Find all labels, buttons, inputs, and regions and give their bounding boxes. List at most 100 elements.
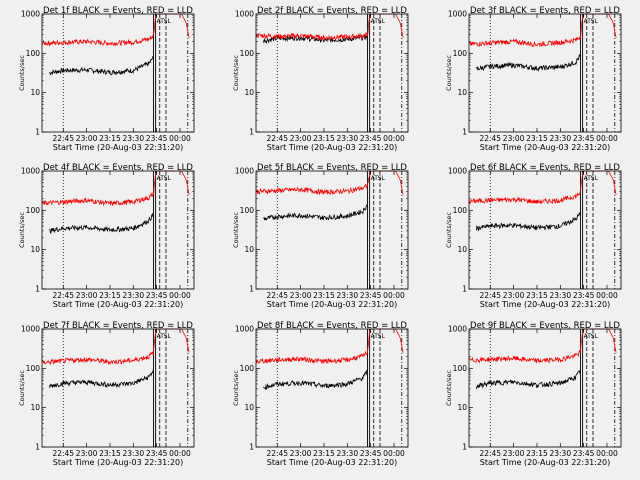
y-tick-label: 10 [457,88,467,97]
x-tick-label: 00:00 [383,134,405,143]
x-tick-label: 23:30 [336,291,358,300]
x-tick-label: 00:00 [169,134,191,143]
x-axis-label: Start Time (20-Aug-03 22:31:20) [480,300,611,309]
y-tick-label: 100 [453,364,468,373]
marker-flag: AT [584,18,592,25]
panel-title: Det 9f BLACK = Events, RED = LLD [470,321,620,331]
marker-flag: SL [378,333,386,340]
y-tick-label: 1 [35,443,40,452]
y-tick-label: 100 [26,206,41,215]
events-series-line [263,204,368,221]
marker-flag: SL [591,175,599,182]
marker-flag: SL [591,18,599,25]
x-tick-label: 22:45 [52,291,74,300]
y-axis-label: Counts/sec [18,370,26,406]
marker-flag: AT [157,175,165,182]
x-tick-label: 22:45 [52,134,74,143]
panel-title: Det 6f BLACK = Events, RED = LLD [470,163,620,173]
y-tick-label: 100 [453,206,468,215]
panel-title: Det 4f BLACK = Events, RED = LLD [43,163,193,173]
x-tick-label: 22:45 [479,449,501,458]
y-tick-label: 1 [249,443,254,452]
y-tick-label: 10 [457,403,467,412]
x-axis-label: Start Time (20-Aug-03 22:31:20) [53,300,184,309]
marker-flag: SL [591,333,599,340]
y-axis-label: Counts/sec [445,370,453,406]
y-axis-label: Counts/sec [445,212,453,248]
x-tick-label: 23:00 [290,291,312,300]
x-tick-label: 23:15 [526,134,548,143]
y-tick-label: 10 [244,245,254,254]
x-tick-label: 23:45 [146,291,168,300]
y-axis-label: Counts/sec [232,55,240,91]
x-axis-label: Start Time (20-Aug-03 22:31:20) [267,458,398,467]
plot-frame [255,328,409,448]
x-tick-label: 23:30 [336,134,358,143]
x-tick-label: 00:00 [596,134,618,143]
y-axis-label: Counts/sec [232,370,240,406]
marker-flag: SL [164,18,172,25]
y-tick-label: 1000 [448,10,467,19]
x-axis-label: Start Time (20-Aug-03 22:31:20) [53,458,184,467]
y-tick-label: 100 [26,49,41,58]
x-tick-label: 22:45 [266,449,288,458]
x-tick-label: 23:45 [360,134,382,143]
x-tick-label: 23:45 [146,449,168,458]
detector-panel-7: Det 7f BLACK = Events, RED = LLD AT SL 1 10 1… [18,321,195,467]
marker-flag: SL [164,175,172,182]
plot-frame [41,13,195,133]
x-tick-label: 23:30 [336,449,358,458]
marker-flag: AT [371,18,379,25]
detector-panel-8: Det 8f BLACK = Events, RED = LLD AT SL 1 10 1… [232,321,409,467]
panel-title: Det 3f BLACK = Events, RED = LLD [470,6,620,16]
y-tick-label: 10 [244,403,254,412]
x-tick-label: 23:30 [122,449,144,458]
x-tick-label: 23:00 [76,134,98,143]
x-tick-label: 23:00 [76,449,98,458]
plot-frame [468,328,622,448]
x-tick-label: 23:30 [549,291,571,300]
y-tick-label: 1 [462,443,467,452]
x-tick-label: 23:45 [360,449,382,458]
y-tick-label: 1 [249,128,254,137]
y-tick-label: 1000 [448,167,467,176]
x-tick-label: 23:45 [573,134,595,143]
x-tick-label: 23:15 [99,291,121,300]
panel-title: Det 2f BLACK = Events, RED = LLD [257,6,407,16]
panel-title: Det 1f BLACK = Events, RED = LLD [43,6,193,16]
plot-frame [468,13,622,133]
events-series-line [476,54,581,72]
y-axis-label: Counts/sec [18,55,26,91]
marker-flag: AT [584,333,592,340]
x-tick-label: 23:15 [99,134,121,143]
x-tick-label: 23:30 [549,449,571,458]
y-tick-label: 10 [30,88,40,97]
y-tick-label: 100 [26,364,41,373]
x-tick-label: 23:15 [526,291,548,300]
x-tick-label: 22:45 [479,291,501,300]
y-tick-label: 100 [240,49,255,58]
plot-frame [41,328,195,448]
x-tick-label: 00:00 [169,449,191,458]
detector-panel-4: Det 4f BLACK = Events, RED = LLD AT SL 1 10 1… [18,163,195,309]
x-tick-label: 23:45 [360,291,382,300]
y-tick-label: 10 [244,88,254,97]
x-tick-label: 23:15 [313,291,335,300]
x-tick-label: 00:00 [383,291,405,300]
y-axis-label: Counts/sec [18,212,26,248]
x-tick-label: 23:00 [503,134,525,143]
y-tick-label: 1 [35,128,40,137]
y-tick-label: 10 [30,245,40,254]
x-tick-label: 22:45 [479,134,501,143]
panel-title: Det 5f BLACK = Events, RED = LLD [257,163,407,173]
x-tick-label: 00:00 [383,449,405,458]
x-tick-label: 23:00 [76,291,98,300]
detector-panel-9: Det 9f BLACK = Events, RED = LLD AT SL 1 10 1… [445,321,622,467]
x-tick-label: 23:45 [573,449,595,458]
panel-title: Det 8f BLACK = Events, RED = LLD [257,321,407,331]
y-tick-label: 100 [453,49,468,58]
marker-flag: SL [378,18,386,25]
y-tick-label: 10 [457,245,467,254]
y-tick-label: 1 [35,285,40,294]
